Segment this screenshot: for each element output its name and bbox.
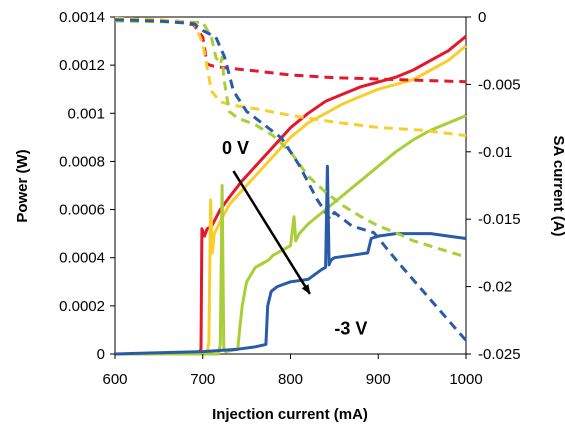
- y-tick-label: 0.0006: [59, 202, 105, 219]
- x-axis-label: Injection current (mA): [212, 406, 368, 423]
- y2-tick-label: -0.005: [478, 76, 521, 93]
- labels-layer: Injection current (mA) Power (W) SA curr…: [14, 135, 565, 423]
- series-line-7: [114, 18, 468, 342]
- annotation-0v: 0 V: [222, 138, 249, 158]
- y2-axis-label: SA current (A): [550, 135, 565, 236]
- y-tick-label: 0: [97, 346, 105, 363]
- y-axis-label: Power (W): [14, 149, 31, 222]
- annotation-minus3v: -3 V: [334, 319, 367, 339]
- series-line-0: [115, 35, 467, 356]
- annotation-layer: 0 V -3 V: [222, 138, 367, 339]
- y2-tick-label: 0: [478, 9, 486, 26]
- series-line-6: [114, 19, 467, 259]
- y-tick-label: 0.0014: [59, 9, 105, 26]
- y2-tick-label: -0.025: [478, 346, 521, 363]
- x-tick-label: 700: [190, 371, 215, 388]
- y-tick-label: 0.001: [67, 105, 105, 122]
- y-tick-label: 0.0002: [59, 298, 105, 315]
- y2-tick-label: -0.02: [478, 279, 512, 296]
- series-line-1: [115, 44, 467, 356]
- x-tick-label: 900: [366, 371, 391, 388]
- x-tick-label: 600: [102, 371, 127, 388]
- y-tick-label: 0.0008: [59, 153, 105, 170]
- plot-area: [114, 16, 467, 355]
- y2-tick-label: -0.015: [478, 211, 521, 228]
- voltage-arrow: [232, 170, 311, 295]
- y-tick-label: 0.0004: [59, 250, 105, 267]
- ticks-layer: 600 700 800 900 1000 0 0.0002 0.0004 0.0006 0.000…: [59, 9, 520, 388]
- x-tick-label: 1000: [449, 371, 482, 388]
- series-line-3: [114, 164, 467, 356]
- y2-tick-label: -0.01: [478, 144, 512, 161]
- x-tick-label: 800: [278, 371, 303, 388]
- y-tick-label: 0.0012: [59, 57, 105, 74]
